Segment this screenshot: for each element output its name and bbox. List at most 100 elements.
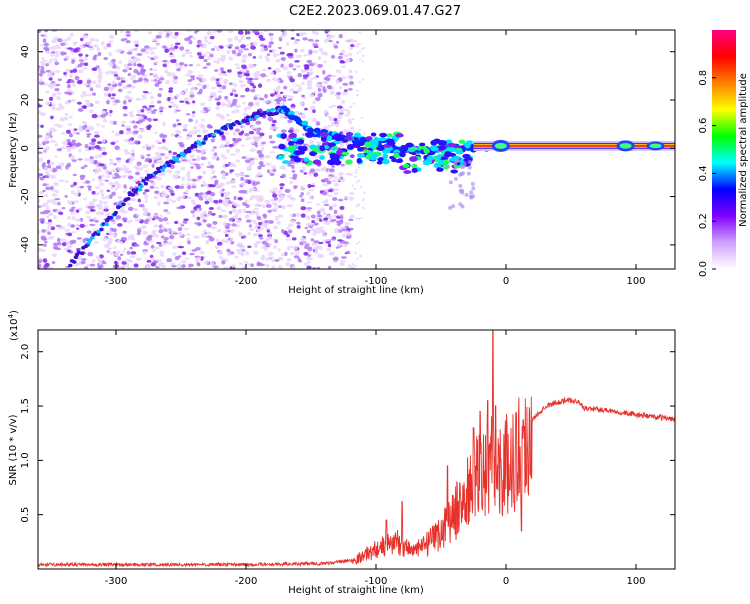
spectrogram-noise-speck bbox=[172, 174, 177, 180]
spectrogram-noise-speck bbox=[277, 96, 284, 102]
spectrogram-noise-speck bbox=[312, 91, 317, 94]
spectrogram-noise-speck bbox=[336, 91, 342, 96]
spectrogram-cluster-blob bbox=[373, 136, 380, 143]
spectrogram-noise-speck bbox=[44, 240, 48, 244]
spectrogram-noise-speck bbox=[323, 38, 329, 43]
spectrogram-noise-speck bbox=[322, 183, 328, 187]
spectrogram-noise-speck bbox=[71, 59, 75, 64]
spectrogram-noise-speck bbox=[221, 135, 226, 139]
spectrogram-noise-speck bbox=[313, 45, 319, 49]
spectrogram-noise-speck bbox=[333, 230, 340, 234]
spectrogram-noise-speck bbox=[174, 45, 178, 49]
snr-y-axis: 0.51.01.52.0 bbox=[20, 344, 675, 523]
spectrogram-noise-speck bbox=[156, 81, 162, 85]
spectrogram-noise-speck bbox=[191, 111, 196, 114]
spectrogram-noise-speck bbox=[341, 100, 346, 104]
spectrogram-noise-speck bbox=[323, 60, 327, 64]
spectrogram-noise-speck bbox=[150, 51, 155, 55]
spectrogram-noise-speck bbox=[219, 45, 224, 49]
spectrogram-noise-speck bbox=[123, 100, 127, 105]
spectrogram-noise-speck bbox=[179, 206, 183, 210]
spectrogram-noise-speck bbox=[235, 220, 241, 224]
spectrogram-noise-speck bbox=[95, 83, 102, 89]
spectrogram-noise-speck bbox=[133, 131, 139, 134]
spectrogram-noise-speck bbox=[234, 104, 241, 108]
spectrogram-noise-speck bbox=[81, 90, 87, 95]
spectrogram-noise-speck bbox=[166, 258, 173, 263]
spectrogram-noise-speck bbox=[84, 180, 91, 184]
spectrogram-noise-speck bbox=[104, 179, 109, 182]
spectrogram-noise-speck bbox=[254, 144, 259, 148]
spectrogram-noise-speck bbox=[112, 120, 117, 125]
spectrogram-noise-speck bbox=[128, 138, 132, 142]
spectrogram-noise-speck bbox=[341, 256, 347, 259]
spectrogram-noise-speck bbox=[291, 164, 295, 170]
spectrogram-noise-speck bbox=[85, 128, 90, 133]
spectrogram-noise-speck bbox=[56, 237, 61, 243]
spectrogram-noise-speck bbox=[43, 42, 50, 47]
spectrogram-noise-speck bbox=[302, 37, 308, 41]
spectrogram-noise-speck bbox=[56, 148, 63, 152]
spectrogram-noise-speck bbox=[218, 76, 223, 80]
spectrogram-noise-speck bbox=[197, 177, 202, 180]
spectrogram-noise-speck bbox=[237, 209, 242, 214]
spectrogram-noise-speck bbox=[316, 214, 323, 218]
spectrogram-noise-speck bbox=[217, 90, 223, 93]
spectrogram-noise-speck bbox=[83, 62, 89, 67]
spectrogram-noise-speck bbox=[193, 235, 200, 239]
spectrogram-noise-speck bbox=[117, 167, 123, 172]
spectrogram-tail-blob bbox=[469, 190, 474, 195]
spectrogram-noise-speck bbox=[175, 169, 181, 175]
y-tick-label: 20 bbox=[20, 94, 31, 107]
spectrogram-noise-speck bbox=[188, 132, 194, 136]
spectrogram-noise-speck bbox=[336, 96, 341, 101]
spectrogram-noise-speck bbox=[268, 41, 274, 45]
spectrogram-noise-speck bbox=[248, 130, 255, 135]
spectrogram-noise-speck bbox=[223, 198, 230, 202]
spectrogram-noise-speck bbox=[252, 250, 259, 255]
spectrogram-noise-speck bbox=[256, 136, 261, 141]
spectrogram-noise-speck bbox=[156, 43, 161, 47]
spectrogram-noise-speck bbox=[38, 30, 42, 34]
spectrogram-noise-speck bbox=[342, 244, 348, 248]
spectrogram-noise-speck bbox=[164, 193, 169, 197]
spectrogram-noise-speck bbox=[207, 55, 211, 61]
spectrogram-noise-speck bbox=[256, 149, 263, 155]
spectrogram-noise-speck bbox=[274, 239, 278, 244]
spectrogram-noise-speck bbox=[253, 41, 258, 47]
spectrogram-noise-speck bbox=[100, 125, 106, 128]
spectrogram-noise-speck bbox=[249, 82, 255, 86]
spectrogram-noise-speck bbox=[69, 69, 74, 74]
spectrogram-frame bbox=[37, 29, 676, 270]
spectrogram-noise-speck bbox=[115, 139, 120, 143]
spectrogram-noise-speck bbox=[113, 260, 118, 265]
colorbar-tick-label: 0.4 bbox=[698, 165, 709, 181]
spectrogram-noise-speck bbox=[252, 56, 257, 59]
spectrogram-noise-speck bbox=[128, 160, 132, 164]
spectrogram-noise-speck bbox=[268, 32, 274, 36]
spectrogram-cluster-blob bbox=[458, 139, 466, 144]
spectrogram-noise-speck bbox=[203, 35, 208, 40]
spectrogram-noise-speck bbox=[359, 254, 362, 257]
spectrogram-noise-speck bbox=[75, 223, 80, 228]
spectrogram-noise-speck bbox=[177, 266, 182, 269]
spectrogram-noise-speck bbox=[107, 247, 112, 251]
spectrogram-noise-speck bbox=[169, 101, 175, 104]
spectrogram-noise-speck bbox=[162, 217, 169, 222]
spectrogram-trace-blob bbox=[127, 191, 132, 195]
spectrogram-noise-speck bbox=[306, 191, 311, 196]
spectrogram-noise-speck bbox=[249, 141, 255, 145]
spectrogram-noise-speck bbox=[86, 133, 92, 136]
spectrogram-noise-speck bbox=[188, 263, 194, 268]
spectrogram-noise-speck bbox=[149, 144, 156, 149]
spectrogram-noise-speck bbox=[257, 165, 262, 170]
spectrogram-noise-speck bbox=[110, 71, 116, 75]
spectrogram-noise-speck bbox=[159, 214, 163, 219]
spectrogram-noise-speck bbox=[174, 185, 181, 189]
spectrogram-noise-speck bbox=[117, 88, 123, 93]
spectrogram-noise-speck bbox=[286, 194, 292, 199]
spectrogram-noise-speck bbox=[195, 30, 200, 33]
spectrogram-noise-speck bbox=[72, 68, 78, 73]
spectrogram-noise-speck bbox=[198, 55, 205, 60]
